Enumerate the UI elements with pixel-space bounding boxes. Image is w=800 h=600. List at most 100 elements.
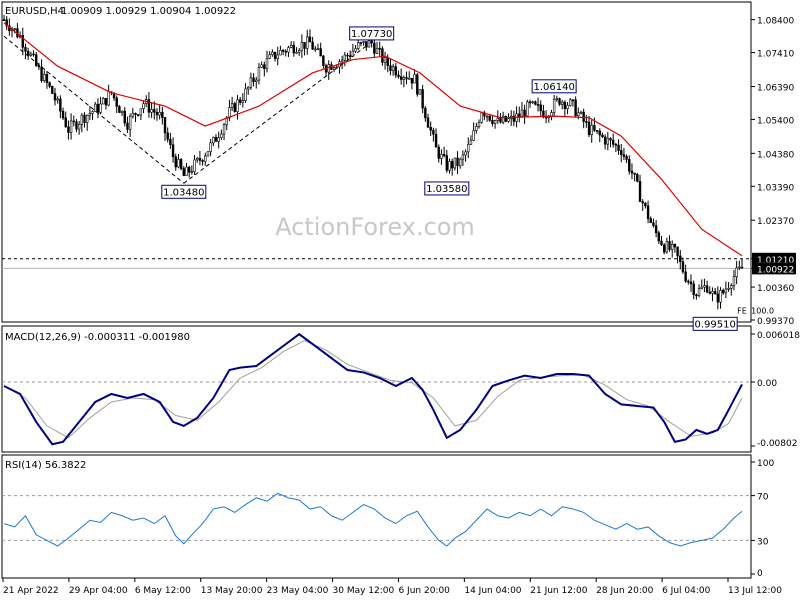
- candle-body: [571, 99, 575, 102]
- candle-body: [201, 160, 204, 162]
- candle-body: [464, 151, 467, 156]
- candle-body: [273, 51, 277, 59]
- candle-body: [472, 130, 475, 141]
- candle-body: [512, 115, 516, 122]
- candle-body: [671, 244, 674, 250]
- candle-body: [21, 35, 24, 48]
- ohlc-readout: 1.00909 1.00929 1.00904 1.00922: [61, 6, 236, 17]
- candle-body: [171, 144, 175, 158]
- candle-body: [491, 120, 494, 125]
- candle-body: [357, 42, 360, 49]
- annotation-box: [349, 26, 395, 41]
- candle-body: [206, 151, 210, 157]
- candle-body: [198, 157, 202, 161]
- candle-body: [279, 49, 282, 56]
- candle-body: [24, 46, 27, 52]
- candle-body: [153, 109, 156, 113]
- y-tick-label: 1.01210: [757, 256, 794, 266]
- candle-body: [220, 133, 223, 138]
- candle-body: [354, 48, 357, 52]
- candle-body: [99, 103, 102, 113]
- candle-body: [531, 101, 534, 103]
- candle-body: [222, 124, 226, 135]
- candle-body: [136, 114, 140, 116]
- candlesticks: [2, 14, 744, 310]
- candle-body: [501, 115, 505, 123]
- rsi-series: [3, 492, 743, 547]
- candle-body: [740, 266, 744, 269]
- candle-body: [134, 112, 137, 115]
- candle-body: [204, 155, 207, 162]
- rsi-tick-label: 30: [757, 537, 769, 547]
- candle-body: [255, 79, 258, 82]
- candle-body: [249, 77, 253, 88]
- candle-body: [467, 144, 470, 153]
- candle-body: [716, 293, 720, 303]
- candle-body: [40, 66, 43, 81]
- y-tick-label: 0.99370: [757, 317, 794, 327]
- fib-marker: FE: [737, 306, 747, 315]
- candle-body: [295, 51, 298, 54]
- y-tick-label: 1.06390: [757, 83, 794, 93]
- candle-body: [177, 159, 180, 168]
- candle-body: [370, 40, 373, 44]
- candle-body: [29, 53, 33, 56]
- candle-body: [85, 114, 89, 123]
- candle-body: [120, 110, 124, 113]
- candle-body: [703, 285, 706, 288]
- x-tick-label: 13 May 20:00: [201, 586, 263, 596]
- candle-body: [579, 111, 583, 114]
- candle-body: [322, 55, 325, 67]
- candle-body: [475, 126, 478, 131]
- candle-body: [585, 121, 588, 123]
- candle-body: [445, 155, 448, 171]
- candle-body: [123, 110, 126, 124]
- x-tick-label: 14 Jun 04:00: [464, 586, 521, 596]
- x-tick-label: 23 May 04:00: [267, 586, 329, 596]
- candle-body: [257, 67, 261, 81]
- trend-lines: [3, 35, 372, 184]
- candle-body: [236, 99, 239, 112]
- candle-body: [732, 276, 736, 286]
- candle-body: [440, 153, 443, 159]
- candle-body: [166, 132, 169, 140]
- trend-line-0: [3, 35, 185, 184]
- candle-body: [644, 202, 647, 207]
- y-tick-label: 1.07410: [757, 50, 794, 60]
- candle-body: [668, 241, 671, 250]
- candle-body: [378, 47, 381, 50]
- candle-body: [348, 55, 352, 57]
- candle-body: [56, 98, 59, 101]
- candle-body: [727, 288, 730, 290]
- rsi-y-axis: 100 70 30 0: [751, 459, 774, 579]
- candle-body: [107, 91, 110, 106]
- candle-body: [719, 290, 722, 303]
- candle-body: [681, 261, 685, 273]
- candle-body: [139, 108, 143, 116]
- candle-body: [582, 111, 585, 122]
- candle-body: [35, 54, 38, 66]
- candle-body: [115, 97, 118, 107]
- candle-body: [528, 101, 532, 104]
- macd-tick-label: 0.006018: [757, 331, 800, 341]
- candle-body: [603, 136, 607, 145]
- candle-body: [738, 266, 741, 269]
- candle-body: [697, 288, 701, 297]
- candle-body: [271, 51, 274, 56]
- candle-body: [193, 159, 196, 172]
- candle-body: [268, 54, 271, 59]
- candle-body: [297, 50, 301, 53]
- macd-main-series: [3, 332, 743, 446]
- candle-body: [383, 57, 387, 63]
- y-tick-label: 1.03390: [757, 183, 794, 193]
- candle-body: [265, 58, 269, 70]
- candle-body: [209, 142, 212, 152]
- candle-body: [730, 285, 733, 289]
- x-tick-label: 28 Jun 20:00: [596, 586, 653, 596]
- candle-body: [314, 48, 317, 51]
- candle-body: [327, 64, 330, 73]
- candle-body: [45, 74, 49, 83]
- candle-body: [397, 74, 400, 77]
- candle-body: [450, 161, 454, 169]
